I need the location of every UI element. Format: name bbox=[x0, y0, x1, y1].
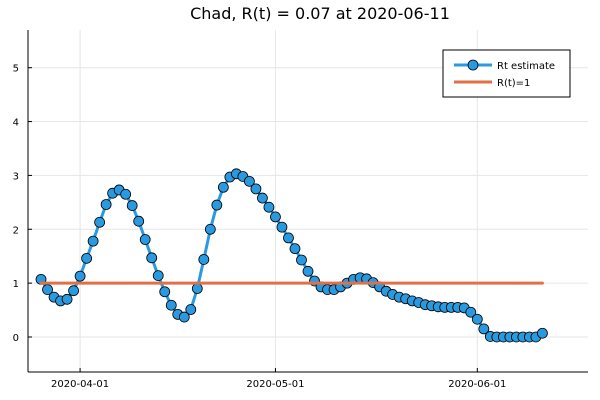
x-tick-label: 2020-04-01 bbox=[51, 379, 109, 390]
data-point bbox=[133, 215, 145, 227]
chart-title: Chad, R(t) = 0.07 at 2020-06-11 bbox=[190, 4, 450, 23]
data-point bbox=[211, 199, 223, 211]
x-tick-label: 2020-06-01 bbox=[448, 379, 506, 390]
y-tick-label: 1 bbox=[13, 279, 19, 290]
data-point bbox=[94, 216, 106, 228]
legend: Rt estimate R(t)=1 bbox=[442, 49, 571, 98]
data-point bbox=[250, 183, 262, 195]
y-tick-label: 2 bbox=[13, 225, 19, 236]
legend-marker-rt-estimate bbox=[467, 59, 479, 71]
legend-box bbox=[442, 49, 571, 98]
data-point bbox=[283, 232, 294, 244]
data-point bbox=[146, 252, 158, 264]
data-point bbox=[257, 192, 268, 204]
data-point bbox=[165, 299, 177, 311]
y-tick-label: 5 bbox=[13, 64, 19, 75]
series bbox=[35, 168, 548, 343]
data-point bbox=[152, 270, 164, 281]
x-tick-label: 2020-05-01 bbox=[246, 379, 304, 390]
data-point bbox=[159, 286, 171, 298]
legend-label-rt-estimate: Rt estimate bbox=[497, 61, 555, 72]
data-point bbox=[87, 235, 99, 247]
data-point bbox=[270, 211, 281, 223]
data-point bbox=[478, 323, 490, 335]
y-tick-label: 0 bbox=[13, 333, 19, 344]
data-point bbox=[81, 252, 92, 264]
y-tick-label: 4 bbox=[13, 118, 19, 129]
legend-label-r-equals-1: R(t)=1 bbox=[497, 78, 530, 89]
data-point bbox=[276, 221, 288, 233]
data-point bbox=[204, 223, 216, 235]
data-point bbox=[191, 283, 203, 294]
data-point bbox=[296, 254, 307, 266]
data-point bbox=[537, 327, 548, 339]
data-point bbox=[68, 285, 79, 297]
data-point bbox=[126, 200, 138, 211]
data-point bbox=[465, 306, 477, 318]
data-point bbox=[471, 313, 483, 325]
data-point bbox=[178, 311, 190, 323]
data-point bbox=[139, 234, 151, 245]
data-point bbox=[263, 201, 275, 213]
tick-labels: 0 1 2 3 4 5 2020-04-01 2020-05-01 2020-06-01 bbox=[13, 64, 507, 390]
data-point bbox=[289, 243, 301, 255]
data-point bbox=[185, 304, 197, 315]
data-point bbox=[120, 188, 132, 200]
axes bbox=[27, 30, 588, 373]
data-point bbox=[217, 181, 229, 193]
data-point bbox=[74, 270, 86, 282]
data-point bbox=[243, 175, 255, 187]
data-point bbox=[61, 293, 73, 305]
y-tick-label: 3 bbox=[13, 171, 19, 182]
data-point bbox=[100, 199, 112, 210]
data-point bbox=[198, 254, 210, 265]
data-point bbox=[302, 265, 314, 277]
